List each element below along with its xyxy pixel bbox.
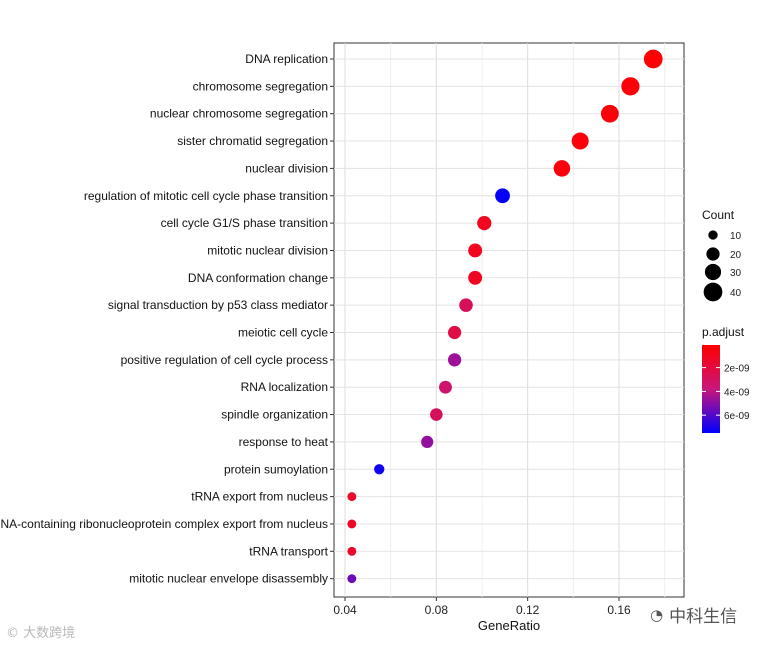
data-point <box>347 574 357 584</box>
watermark-right-text: 中科生信 <box>669 607 738 627</box>
size-legend-label: 20 <box>730 250 742 261</box>
data-point <box>347 519 357 529</box>
category-labels: DNA replication chromosome segregation nuc… <box>0 52 334 586</box>
size-legend-title: Count <box>702 208 735 222</box>
data-point <box>468 270 483 285</box>
data-point <box>347 546 357 556</box>
category-label: regulation of mitotic cell cycle phase t… <box>84 189 328 203</box>
category-label: mitotic nuclear division <box>207 243 328 257</box>
category-label: tRNA transport <box>249 544 328 558</box>
data-point <box>421 435 434 449</box>
category-label: mitotic nuclear envelope disassembly <box>129 572 328 586</box>
x-axis-title: GeneRatio <box>478 618 540 633</box>
category-label: nuclear chromosome segregation <box>150 107 328 121</box>
plot-panel <box>333 42 685 598</box>
data-point <box>643 49 663 69</box>
data-point <box>621 77 640 96</box>
category-label: RNA localization <box>241 380 328 394</box>
category-label: nuclear division <box>245 161 328 175</box>
category-label: tRNA export from nucleus <box>191 490 328 504</box>
size-legend-key <box>703 282 723 302</box>
category-label: sister chromatid segregation <box>177 134 328 148</box>
category-label: DNA replication <box>245 52 328 66</box>
category-label: signal transduction by p53 class mediato… <box>108 298 328 312</box>
size-legend-key <box>706 247 720 261</box>
color-legend-bar <box>702 345 720 433</box>
size-legend-key <box>704 263 722 281</box>
x-tick-label: 0.04 <box>333 603 357 617</box>
wechat-icon: ◔ <box>650 605 664 624</box>
data-point <box>430 408 443 421</box>
x-tick-label: 0.16 <box>607 603 631 617</box>
data-point <box>571 132 589 150</box>
data-point <box>477 216 492 231</box>
data-point <box>600 104 619 123</box>
category-label: positive regulation of cell cycle proces… <box>121 353 328 367</box>
data-point <box>347 492 357 502</box>
size-legend-label: 30 <box>730 268 742 279</box>
data-point <box>374 464 385 475</box>
color-legend-label: 6e-09 <box>724 411 750 422</box>
category-label: DNA conformation change <box>188 271 328 285</box>
watermark-right: ◔ 中科生信 <box>650 602 738 628</box>
category-label: cell cycle G1/S phase transition <box>161 216 328 230</box>
watermark-left: © 大数跨境 <box>6 622 75 641</box>
x-tick-label: 0.08 <box>425 603 449 617</box>
size-legend: Count 10 20 30 40 <box>702 208 742 302</box>
data-points <box>347 49 663 584</box>
data-point <box>468 243 483 258</box>
category-label: spindle organization <box>221 408 328 422</box>
category-label: meiotic cell cycle <box>238 326 328 340</box>
category-label: RNA-containing ribonucleoprotein complex… <box>0 517 328 531</box>
x-tick-label: 0.12 <box>516 603 540 617</box>
x-axis: 0.04 0.08 0.12 0.16 <box>333 597 631 617</box>
category-label: chromosome segregation <box>193 79 328 93</box>
color-legend: p.adjust 2e-09 4e-09 6e-09 <box>702 325 750 433</box>
weibo-icon: © <box>6 626 19 641</box>
size-legend-label: 40 <box>730 288 742 299</box>
size-legend-label: 10 <box>730 231 742 242</box>
data-point <box>495 188 510 204</box>
color-legend-label: 4e-09 <box>724 387 750 398</box>
data-point <box>447 353 462 367</box>
category-label: response to heat <box>239 435 329 449</box>
data-point <box>553 160 571 177</box>
data-point <box>439 380 452 394</box>
size-legend-key <box>708 230 718 240</box>
color-legend-label: 2e-09 <box>724 364 750 375</box>
data-point <box>459 298 473 312</box>
data-point <box>447 325 462 340</box>
watermark-left-text: 大数跨境 <box>23 626 76 641</box>
category-label: protein sumoylation <box>224 462 328 476</box>
color-legend-title: p.adjust <box>702 325 745 339</box>
